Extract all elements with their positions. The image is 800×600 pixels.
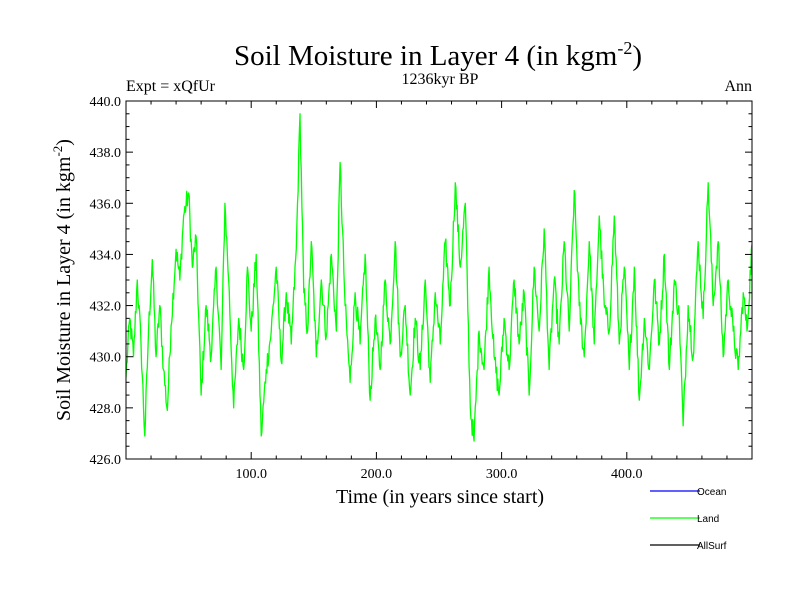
- chart-title: Soil Moisture in Layer 4 (in kgm-2): [234, 38, 642, 72]
- season-label: Ann: [724, 78, 752, 95]
- experiment-label: Expt = xQfUr: [126, 78, 216, 95]
- series-line-land: [126, 113, 752, 442]
- x-axis-label: Time (in years since start): [336, 486, 544, 508]
- series-layer: [126, 113, 752, 442]
- legend-label-allsurf: AllSurf: [697, 541, 727, 552]
- y-tick-label: 436.0: [90, 197, 122, 212]
- x-tick-label: 300.0: [486, 467, 518, 482]
- plot-frame: [125, 100, 753, 460]
- y-tick-label: 440.0: [90, 95, 122, 110]
- x-tick-label: 100.0: [235, 467, 267, 482]
- y-tick-label: 428.0: [90, 402, 122, 417]
- y-axis-label: Soil Moisture in Layer 4 (in kgm-2): [50, 139, 75, 421]
- x-tick-label: 200.0: [361, 467, 393, 482]
- y-tick-label: 434.0: [90, 248, 122, 263]
- x-tick-label: 400.0: [611, 467, 643, 482]
- y-tick-label: 426.0: [90, 453, 122, 468]
- legend-label-ocean: Ocean: [697, 487, 726, 498]
- y-tick-label: 438.0: [90, 146, 122, 161]
- legend: Ocean Land AllSurf: [650, 487, 727, 552]
- y-axis: 426.0 428.0 430.0 432.0 434.0 436.0 438.0 440.0: [90, 95, 752, 468]
- y-tick-label: 432.0: [90, 300, 122, 315]
- y-tick-label: 430.0: [90, 351, 122, 366]
- legend-label-land: Land: [697, 514, 719, 525]
- chart-subtitle: 1236kyr BP: [402, 71, 479, 88]
- x-axis: 100.0 200.0 300.0 400.0: [150, 101, 728, 482]
